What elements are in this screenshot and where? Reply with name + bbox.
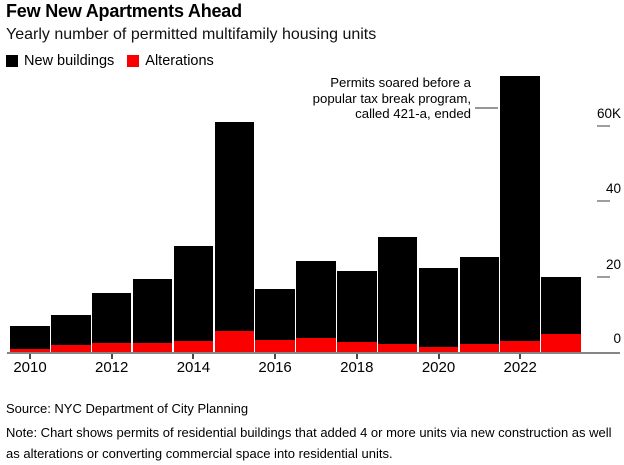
bar-2018 <box>337 271 377 352</box>
bar-segment-alterations <box>377 343 418 352</box>
bar-segment-new-buildings <box>337 271 377 343</box>
bar-segment-new-buildings <box>541 277 581 334</box>
annotation-text: Permits soared before a popular tax brea… <box>151 75 471 122</box>
bar-segment-new-buildings <box>377 237 418 344</box>
bar-segment-alterations <box>51 344 91 352</box>
y-axis-tick-60K <box>597 125 610 128</box>
bar-segment-new-buildings <box>214 121 254 331</box>
x-axis-label-2022: 2022 <box>503 359 537 376</box>
bar-segment-new-buildings <box>10 325 50 350</box>
annotation-line: Permits soared before a <box>330 75 471 90</box>
bar-segment-alterations <box>500 340 540 352</box>
y-axis-tick-40 <box>597 200 610 203</box>
chart-title: Few New Apartments Ahead <box>6 1 242 21</box>
bar-segment-alterations <box>418 347 459 352</box>
new-buildings-swatch-icon <box>6 55 18 67</box>
bar-2021 <box>459 257 500 352</box>
x-axis-tick-2018 <box>355 354 358 359</box>
bar-segment-new-buildings <box>91 293 132 344</box>
bar-segment-alterations <box>173 341 214 352</box>
x-axis-label-2014: 2014 <box>176 359 211 376</box>
bar-segment-new-buildings <box>51 315 91 345</box>
annotation-pointer-line <box>475 107 498 109</box>
bar-segment-alterations <box>296 338 336 352</box>
bar-2011 <box>51 315 91 352</box>
y-axis-label-0: 0 <box>613 331 621 346</box>
bar-segment-alterations <box>541 333 581 352</box>
x-axis-tick-2010 <box>29 354 31 359</box>
bar-segment-alterations <box>132 342 173 352</box>
bar-segment-new-buildings <box>296 260 336 339</box>
bar-2022 <box>500 76 540 352</box>
x-axis-tick-2014 <box>192 354 195 359</box>
y-axis-label-60K: 60K <box>596 106 621 122</box>
bar-segment-new-buildings <box>255 289 295 341</box>
bar-segment-alterations <box>459 344 500 352</box>
x-axis-tick-2020 <box>437 354 440 359</box>
x-axis-label-2018: 2018 <box>340 359 374 376</box>
source-text: Source: NYC Department of City Planning <box>6 401 249 416</box>
bar-2014 <box>173 246 214 352</box>
bar-2013 <box>132 278 173 352</box>
bar-2020 <box>418 268 459 352</box>
chart-subtitle: Yearly number of permitted multifamily h… <box>6 26 377 43</box>
bar-2010 <box>10 325 50 352</box>
bar-2015 <box>214 121 254 352</box>
bar-segment-new-buildings <box>459 257 500 345</box>
legend-item-new-buildings: New buildings <box>6 53 114 69</box>
legend-item-alterations: Alterations <box>127 53 214 69</box>
y-axis-label-40: 40 <box>605 181 621 197</box>
bar-2016 <box>255 289 295 352</box>
bar-2017 <box>296 260 336 352</box>
bar-segment-alterations <box>214 330 254 352</box>
note-text: Note: Chart shows permits of residential… <box>6 425 612 461</box>
legend: New buildings Alterations <box>6 53 214 69</box>
bar-segment-alterations <box>10 349 50 352</box>
annotation-line: called 421-a, ended <box>355 106 471 122</box>
x-axis-label-2016: 2016 <box>258 359 292 376</box>
bar-segment-new-buildings <box>500 76 540 341</box>
x-axis-label-2012: 2012 <box>95 359 129 376</box>
y-axis-label-20: 20 <box>605 256 621 272</box>
x-axis-label-2020: 2020 <box>421 359 456 376</box>
legend-label: Alterations <box>145 53 214 69</box>
annotation-line: popular tax break program, <box>312 90 471 106</box>
x-axis-tick-2016 <box>274 354 277 359</box>
alterations-swatch-icon <box>127 55 140 67</box>
bar-2019 <box>377 237 418 352</box>
x-axis-tick-2012 <box>110 354 113 359</box>
x-axis-label-2010: 2010 <box>13 359 47 376</box>
bar-segment-alterations <box>255 340 295 352</box>
bar-segment-new-buildings <box>418 268 459 348</box>
bar-segment-new-buildings <box>132 278 173 343</box>
bar-segment-new-buildings <box>173 246 214 342</box>
x-axis-tick-2022 <box>519 354 522 359</box>
bar-segment-alterations <box>337 342 377 352</box>
legend-label: New buildings <box>24 53 115 69</box>
bar-2012 <box>91 293 132 352</box>
x-axis-baseline <box>7 352 620 354</box>
bar-segment-alterations <box>91 343 132 352</box>
bar-2023 <box>541 277 581 352</box>
y-axis-tick-20 <box>597 275 610 278</box>
